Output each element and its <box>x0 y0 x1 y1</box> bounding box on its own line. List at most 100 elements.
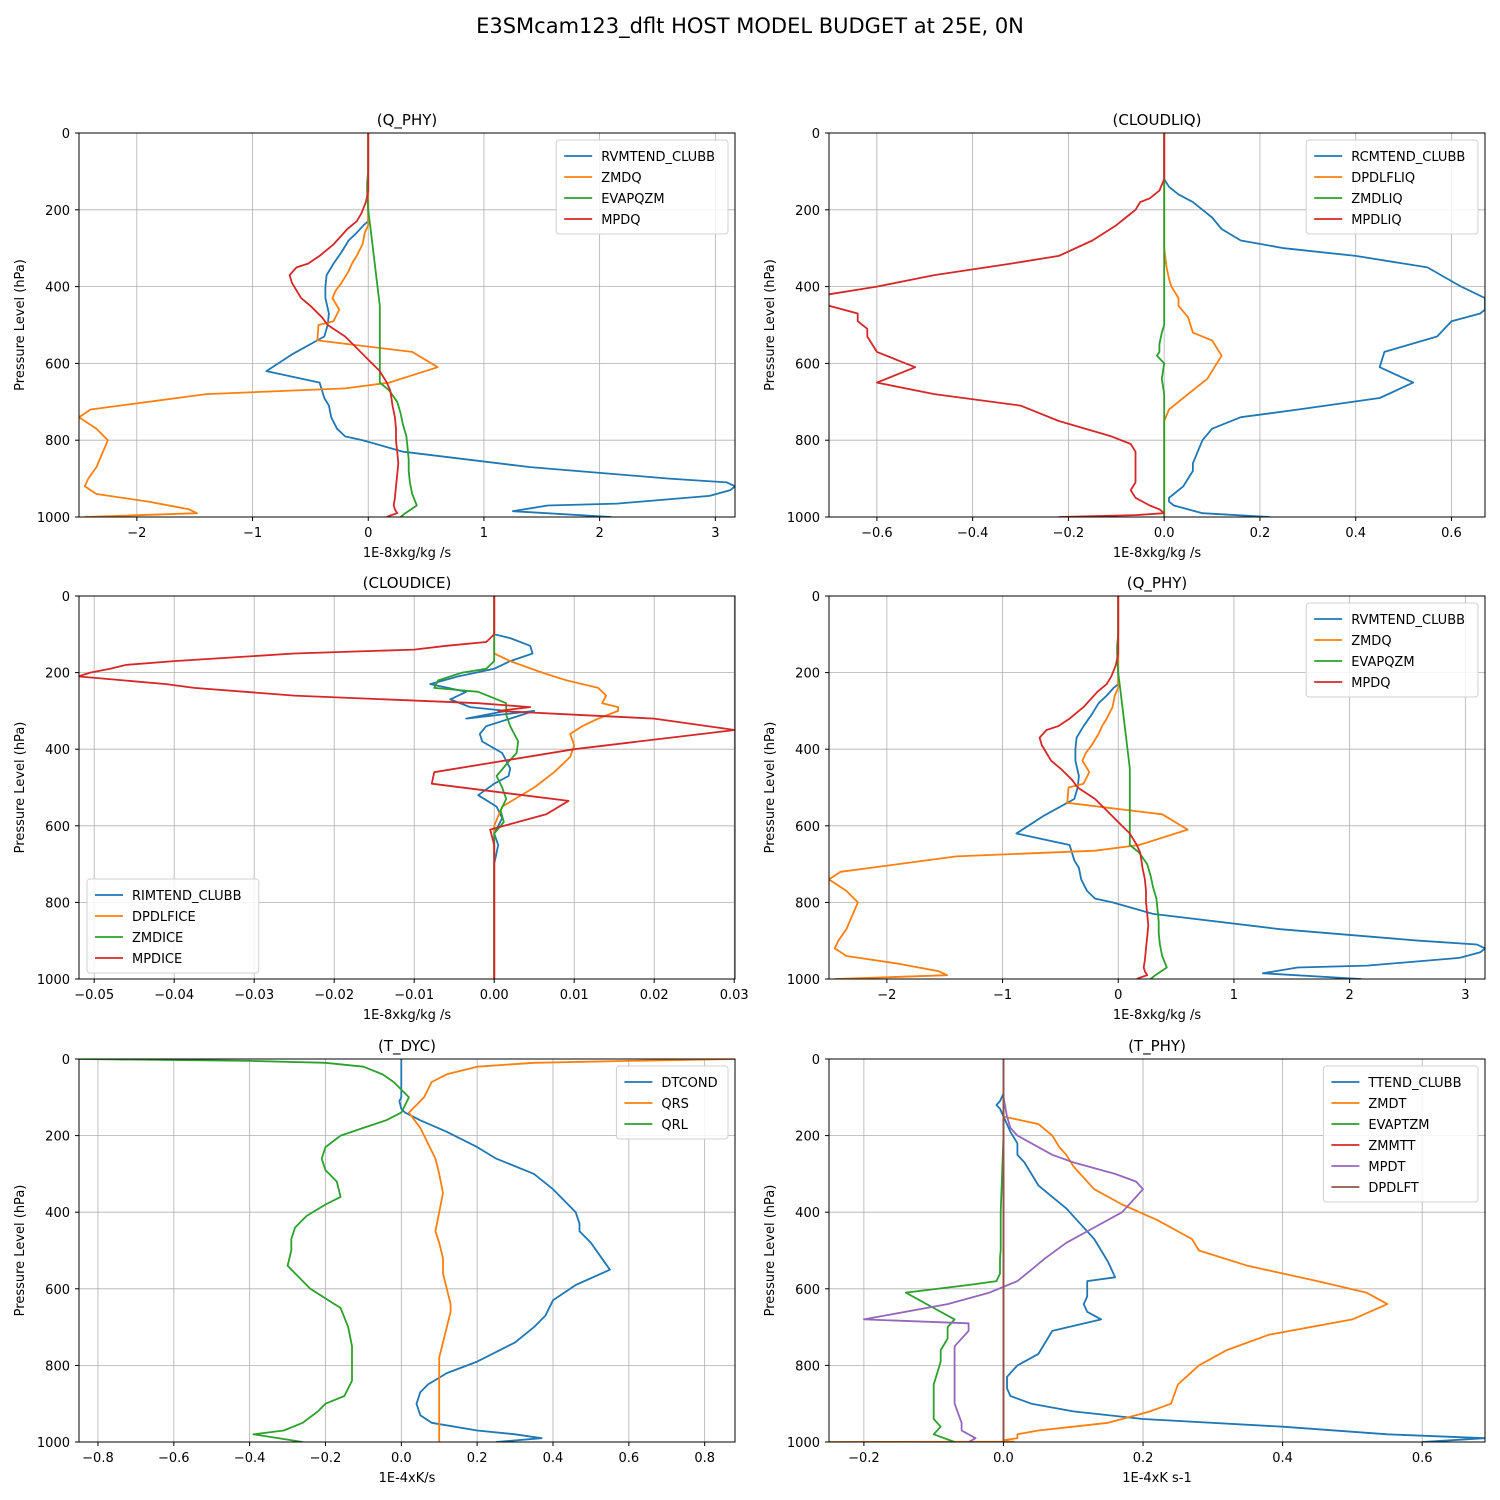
x-tick-label: 0.0 <box>1154 526 1175 541</box>
legend-entry: EVAPTZM <box>1368 1118 1429 1133</box>
axes-frame <box>828 595 1486 980</box>
y-tick-label: 200 <box>795 1130 820 1145</box>
x-tick-label: 0 <box>364 526 372 541</box>
chart-panel-4: −2 −1 0 1 2 3 0 200 400 600 800 1000 (Q_PHY) 1E-8xkg/… <box>763 574 1486 1023</box>
y-tick-label: 200 <box>795 667 820 682</box>
chart-title: (CLOUDLIQ) <box>1113 111 1202 129</box>
legend-entry: ZMMTT <box>1368 1139 1415 1154</box>
x-tick-label: −0.01 <box>394 988 434 1003</box>
x-tick-label: −1 <box>993 988 1012 1003</box>
legend-box <box>86 878 260 974</box>
x-tick-label: 0.03 <box>720 988 749 1003</box>
legend-entry: ZMDQ <box>601 171 641 186</box>
x-tick-label: −0.03 <box>234 988 274 1003</box>
x-axis-label: 1E-8xkg/kg /s <box>363 546 452 561</box>
y-tick-label: 200 <box>45 667 70 682</box>
axes-frame <box>828 132 1486 518</box>
legend-entry: ZMDLIQ <box>1351 192 1402 207</box>
y-tick-label: 1000 <box>37 973 70 988</box>
x-tick-label: 0.2 <box>467 1451 488 1466</box>
legend-entry: DTCOND <box>661 1076 717 1091</box>
x-tick-label: −0.2 <box>1053 526 1085 541</box>
legend-entry: MPDLIQ <box>1351 213 1401 228</box>
legend-entry: EVAPQZM <box>601 192 664 207</box>
x-tick-label: −2 <box>877 988 896 1003</box>
x-tick-label: 1 <box>480 526 488 541</box>
axes-frame <box>78 595 736 980</box>
y-tick-label: 600 <box>795 1283 820 1298</box>
x-tick-label: −0.6 <box>861 526 893 541</box>
x-tick-label: 2 <box>595 526 603 541</box>
chart-title: (Q_PHY) <box>377 111 438 130</box>
axes-frame <box>78 132 736 518</box>
y-tick-label: 800 <box>795 1359 820 1374</box>
x-tick-label: 0.4 <box>1345 526 1366 541</box>
x-tick-label: 0.6 <box>1441 526 1462 541</box>
y-axis-label: Pressure Level (hPa) <box>763 1185 778 1317</box>
series-line-rimtend_clubb <box>429 596 536 979</box>
x-tick-label: −0.6 <box>158 1451 190 1466</box>
legend-entry: RVMTEND_CLUBB <box>1351 613 1465 628</box>
x-tick-label: 0.8 <box>694 1451 715 1466</box>
y-tick-label: 600 <box>45 357 70 372</box>
figure-title: E3SMcam123_dflt HOST MODEL BUDGET at 25E… <box>476 14 1024 38</box>
y-tick-label: 800 <box>795 896 820 911</box>
y-tick-label: 1000 <box>787 1436 820 1451</box>
y-tick-label: 1000 <box>787 973 820 988</box>
legend-box <box>555 139 729 235</box>
x-tick-label: 0.2 <box>1250 526 1271 541</box>
series-line-zmdq <box>829 596 1189 979</box>
series-group <box>829 596 1485 979</box>
axes-frame <box>828 1058 1486 1443</box>
series-line-zmdliq <box>1156 133 1166 517</box>
series-line-mpdliq <box>829 133 1166 517</box>
series-line-ttend_clubb <box>995 1059 1485 1442</box>
x-tick-label: −0.8 <box>82 1451 114 1466</box>
legend-entry: MPDT <box>1368 1160 1405 1175</box>
series-group <box>79 133 735 517</box>
x-tick-label: −0.02 <box>314 988 354 1003</box>
legend-entry: QRL <box>661 1118 688 1133</box>
y-tick-label: 200 <box>45 1130 70 1145</box>
x-tick-label: 0.4 <box>543 1451 564 1466</box>
series-line-zmdq <box>79 133 439 517</box>
legend-box <box>615 1065 729 1140</box>
x-tick-label: −0.4 <box>957 526 989 541</box>
x-tick-label: 1 <box>1230 988 1238 1003</box>
chart-panel-6: −0.2 0.0 0.2 0.4 0.6 0 200 400 600 800 1000 (T_PHY)… <box>763 1037 1486 1486</box>
series-line-zmdice <box>433 596 520 979</box>
x-tick-label: 0.0 <box>391 1451 412 1466</box>
series-group <box>829 1059 1485 1442</box>
chart-title: (Q_PHY) <box>1127 574 1188 593</box>
x-tick-label: −2 <box>127 526 146 541</box>
series-group <box>79 596 735 979</box>
legend-entry: DPDLFLIQ <box>1351 171 1415 186</box>
legend-entry: RCMTEND_CLUBB <box>1351 150 1465 165</box>
y-tick-label: 400 <box>45 281 70 296</box>
y-axis-label: Pressure Level (hPa) <box>13 259 28 391</box>
x-tick-label: −0.4 <box>234 1451 266 1466</box>
chart-panel-2: −0.6 −0.4 −0.2 0.0 0.2 0.4 0.6 0 200 400 600 800 100… <box>763 111 1486 561</box>
x-tick-label: −1 <box>243 526 262 541</box>
x-axis-label: 1E-8xkg/kg /s <box>363 1008 452 1023</box>
y-tick-label: 400 <box>45 743 70 758</box>
y-tick-label: 0 <box>812 1053 820 1068</box>
y-axis-label: Pressure Level (hPa) <box>13 1185 28 1317</box>
y-tick-label: 800 <box>45 896 70 911</box>
legend: RVMTEND_CLUBB ZMDQ EVAPQZM MPDQ <box>555 139 729 235</box>
legend-box <box>1322 1065 1479 1203</box>
y-tick-label: 1000 <box>37 511 70 526</box>
x-axis-label: 1E-8xkg/kg /s <box>1113 1008 1202 1023</box>
legend-box <box>1305 602 1479 698</box>
series-line-dtcond <box>398 1059 611 1442</box>
legend: RVMTEND_CLUBB ZMDQ EVAPQZM MPDQ <box>1305 602 1479 698</box>
y-tick-label: 400 <box>45 1206 70 1221</box>
y-tick-label: 800 <box>45 1359 70 1374</box>
series-line-dpdlfice <box>493 596 620 979</box>
series-group <box>79 1059 735 1442</box>
y-tick-label: 200 <box>45 204 70 219</box>
chart-panel-1: −2 −1 0 1 2 3 0 200 400 600 800 1000 (Q_PHY) 1E-8xkg/… <box>13 111 736 561</box>
series-line-mpdq <box>1038 596 1150 979</box>
series-line-qrs <box>407 1059 735 1442</box>
